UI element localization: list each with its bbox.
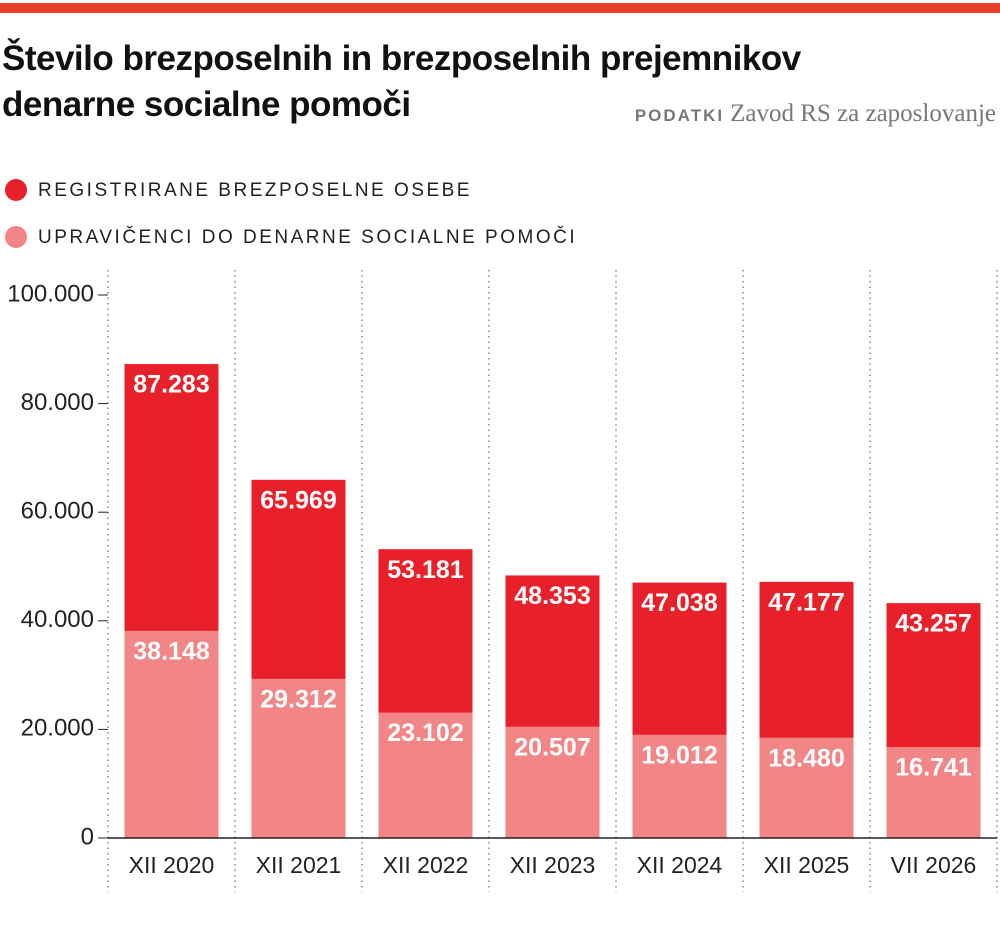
y-tick-label: 100.000 [7,280,94,307]
x-tick-label: XII 2025 [764,852,850,878]
y-tick-label: 40.000 [21,606,94,633]
value-label: 18.480 [768,744,844,772]
chart-title: Število brezposelnih in brezposelnih pre… [2,39,801,124]
bar [124,630,219,838]
value-label: 16.741 [895,754,972,782]
value-label: 65.969 [260,486,336,514]
value-label: 20.507 [514,733,590,761]
bar [378,712,473,838]
value-label: 47.038 [641,589,718,617]
value-label: 48.353 [514,582,590,610]
legend-swatch [5,179,27,201]
x-tick-label: VII 2026 [891,852,977,878]
bar [632,734,727,838]
x-tick-label: XII 2023 [510,852,596,878]
y-tick-label: 80.000 [21,389,94,416]
value-label: 29.312 [260,685,336,713]
x-tick-label: XII 2024 [637,852,723,878]
bar [759,737,854,838]
value-label: 23.102 [387,719,463,747]
source: PODATKI Zavod RS za zaposlovanje [635,100,996,128]
source-text: Zavod RS za zaposlovanje [730,100,996,127]
y-tick-label: 0 [81,823,94,850]
y-tick-label: 20.000 [21,715,94,742]
bar [505,726,600,838]
y-tick-label: 60.000 [21,498,94,525]
x-tick-label: XII 2022 [383,852,469,878]
x-tick-label: XII 2020 [129,852,215,878]
value-label: 38.148 [133,637,210,665]
value-label: 43.257 [895,610,971,638]
value-label: 87.283 [133,371,209,399]
top-bar [0,3,1000,13]
source-label: PODATKI [634,106,725,125]
value-label: 19.012 [641,741,717,769]
legend-label: REGISTRIRANE BREZPOSELNE OSEBE [38,180,472,201]
value-label: 53.181 [387,556,464,584]
x-tick-label: XII 2021 [256,852,342,878]
legend-label: UPRAVIČENCI DO DENARNE SOCIALNE POMOČI [38,226,577,248]
value-label: 47.177 [768,588,844,616]
bar [251,678,346,838]
legend-swatch [5,226,27,248]
bar [886,747,981,838]
